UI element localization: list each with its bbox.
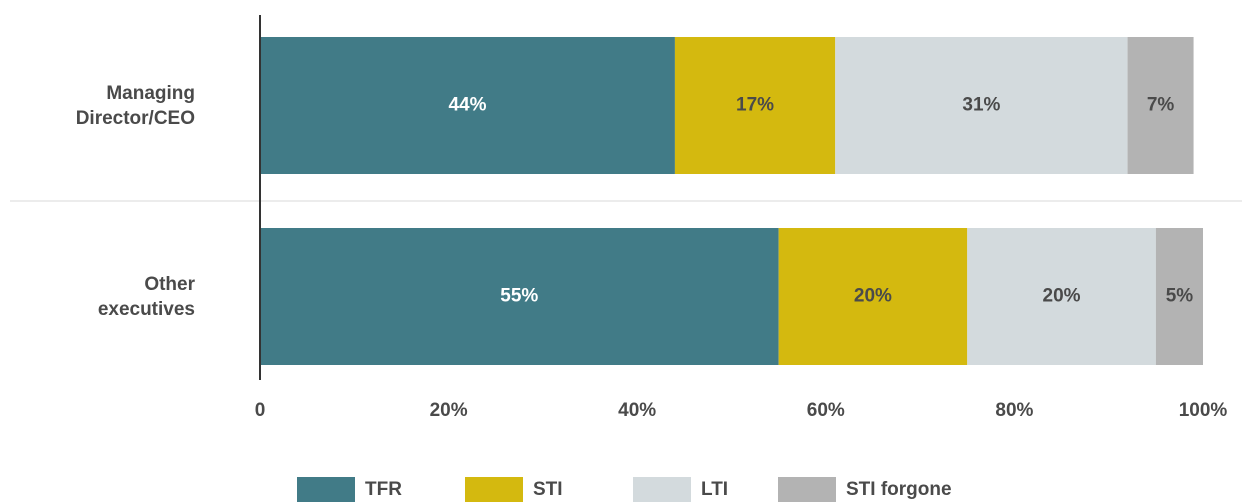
legend-swatch: [778, 477, 836, 502]
chart-container: 0 20% 40% 60% 80% 100% 44% 17% 31% 7% 55% 20% 20% 5% T…: [0, 0, 1242, 502]
x-tick-label: 20%: [430, 400, 468, 421]
x-tick-label: 80%: [995, 400, 1033, 421]
x-tick-label: 60%: [807, 400, 845, 421]
x-tick-label: 0: [255, 400, 266, 421]
x-tick-label: 100%: [1179, 400, 1228, 421]
legend-label: TFR: [365, 479, 402, 500]
legend-label: STI: [533, 479, 563, 500]
data-label: 5%: [1166, 286, 1194, 307]
data-label: 20%: [854, 286, 892, 307]
legend-swatch: [297, 477, 355, 502]
data-label: 55%: [500, 286, 538, 307]
data-label: 31%: [962, 95, 1000, 116]
x-tick-label: 40%: [618, 400, 656, 421]
data-label: 7%: [1147, 95, 1175, 116]
legend-swatch: [465, 477, 523, 502]
data-label: 17%: [736, 95, 774, 116]
category-label: Managing Director/CEO: [67, 81, 195, 131]
legend-label: LTI: [701, 479, 728, 500]
data-label: 20%: [1043, 286, 1081, 307]
data-label: 44%: [448, 95, 486, 116]
chart: 0 20% 40% 60% 80% 100% 44% 17% 31% 7% 55% 20% 20% 5% T…: [0, 0, 1242, 502]
legend-label: STI forgone: [846, 479, 952, 500]
legend-swatch: [633, 477, 691, 502]
category-label: Other executives: [67, 272, 195, 322]
